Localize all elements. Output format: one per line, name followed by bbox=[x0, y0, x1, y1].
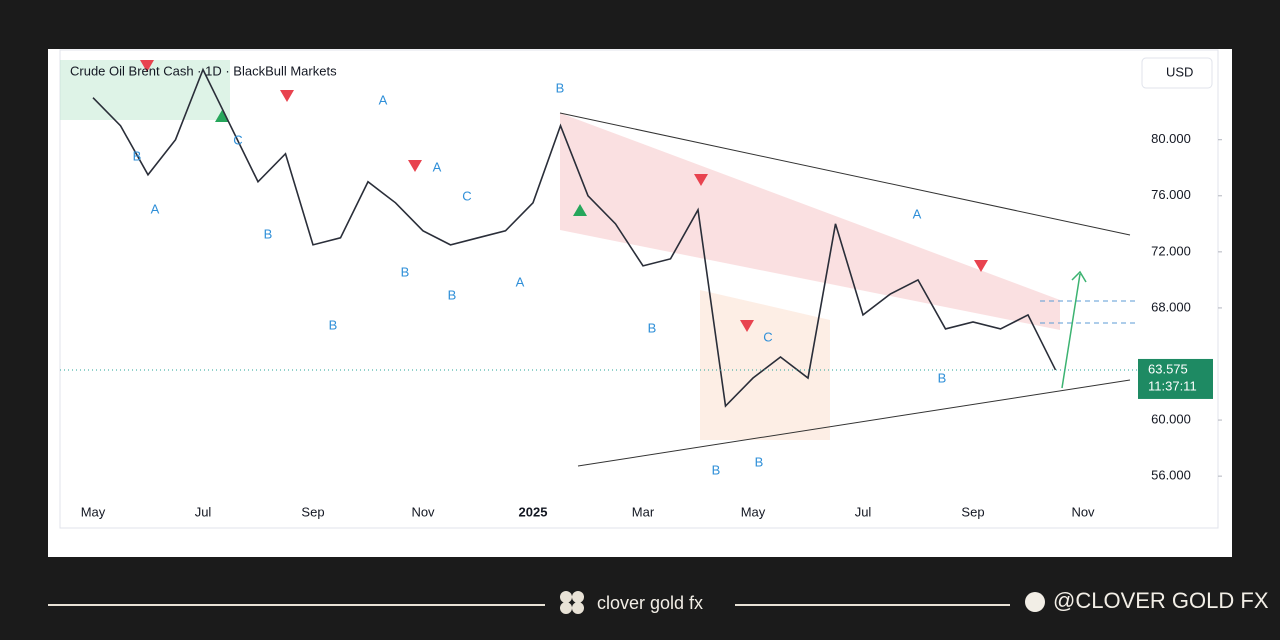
facebook-icon bbox=[1025, 592, 1045, 612]
wave-label: C bbox=[462, 188, 471, 203]
wave-label: A bbox=[913, 206, 922, 221]
wave-label: A bbox=[151, 201, 160, 216]
chart-frame bbox=[59, 49, 1219, 529]
y-tick-label: 68.000 bbox=[1151, 299, 1191, 314]
x-tick-label: Nov bbox=[1071, 504, 1095, 519]
y-tick-label: 60.000 bbox=[1151, 412, 1191, 427]
wave-label: A bbox=[516, 274, 525, 289]
cloud-band bbox=[700, 290, 830, 440]
wave-label: A bbox=[433, 159, 442, 174]
wave-label: B bbox=[556, 80, 565, 95]
wave-label: B bbox=[755, 454, 764, 469]
currency-button[interactable] bbox=[1141, 57, 1213, 89]
wave-label: B bbox=[938, 370, 947, 385]
trendline bbox=[577, 379, 1131, 467]
cloud-band bbox=[560, 113, 1060, 330]
x-tick-label: Sep bbox=[301, 504, 324, 519]
currency-label: USD bbox=[1166, 64, 1193, 79]
wave-label: C bbox=[763, 329, 772, 344]
wave-label: B bbox=[264, 226, 273, 241]
y-tick-label: 56.000 bbox=[1151, 468, 1191, 483]
x-tick-label: May bbox=[81, 504, 106, 519]
handle: @CLOVER GOLD FX bbox=[1053, 588, 1269, 613]
wave-label: B bbox=[133, 148, 142, 163]
x-tick-label: Mar bbox=[632, 504, 655, 519]
x-tick-label: 2025 bbox=[519, 504, 548, 519]
x-tick-label: May bbox=[741, 504, 766, 519]
wave-label: B bbox=[712, 462, 721, 477]
wave-label: B bbox=[448, 287, 457, 302]
cloud-band bbox=[60, 60, 230, 120]
price-tag bbox=[1138, 358, 1213, 399]
clover-icon bbox=[560, 591, 584, 614]
x-tick-label: Jul bbox=[195, 504, 212, 519]
wave-label: B bbox=[648, 320, 657, 335]
wave-label: B bbox=[401, 264, 410, 279]
wave-label: A bbox=[379, 92, 388, 107]
arrow bbox=[1061, 270, 1087, 389]
wave-label: B bbox=[329, 317, 338, 332]
y-tick-label: 72.000 bbox=[1151, 243, 1191, 258]
price-line bbox=[92, 67, 1057, 408]
x-tick-label: Nov bbox=[411, 504, 435, 519]
x-tick-label: Sep bbox=[961, 504, 984, 519]
y-tick-label: 76.000 bbox=[1151, 187, 1191, 202]
x-tick-label: Jul bbox=[855, 504, 872, 519]
brand: clover gold fx bbox=[597, 593, 703, 613]
price-tag-value: 63.575 bbox=[1148, 361, 1188, 376]
wave-label: C bbox=[233, 132, 242, 147]
y-tick-label: 80.000 bbox=[1151, 131, 1191, 146]
price-tag-countdown: 11:37:11 bbox=[1148, 378, 1197, 393]
trendline bbox=[559, 112, 1131, 236]
